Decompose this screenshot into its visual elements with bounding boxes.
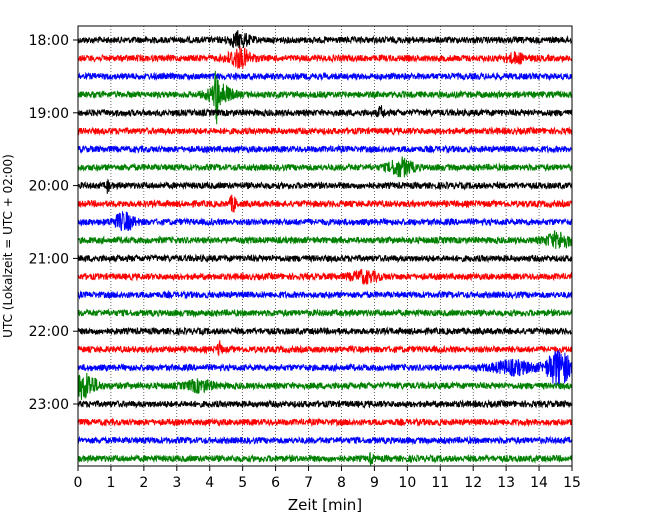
y-tick-label: 19:00: [29, 106, 69, 122]
trace-1930: [77, 144, 573, 155]
trace-2000: [77, 178, 573, 194]
x-tick-label: 1: [106, 475, 115, 491]
y-tick-label: 22:00: [29, 324, 69, 340]
x-tick-label: 13: [497, 475, 515, 491]
trace-2015: [77, 194, 573, 213]
y-axis-label: UTC (Lokalzeit = UTC + 02:00): [1, 154, 15, 338]
x-tick-label: 4: [205, 475, 214, 491]
trace-2130: [77, 289, 573, 300]
trace-1845: [77, 70, 573, 125]
x-tick-label: 2: [139, 475, 148, 491]
grid-lines: [110, 26, 540, 466]
x-tick-label: 10: [398, 475, 416, 491]
trace-2115: [77, 269, 573, 286]
trace-2100: [77, 253, 573, 264]
trace-2200: [77, 326, 572, 337]
x-tick-label: 6: [271, 475, 280, 491]
trace-1945: [77, 156, 573, 178]
y-tick-label: 21:00: [29, 251, 69, 267]
trace-2245: [77, 372, 573, 400]
y-axis-ticks: 18:00 19:00 20:00 21:00 22:00 23:00: [29, 33, 78, 413]
x-tick-label: 9: [370, 475, 379, 491]
trace-2030: [77, 211, 573, 232]
x-tick-label: 8: [337, 475, 346, 491]
plot-frame: [77, 25, 573, 467]
trace-1900: [77, 105, 573, 118]
trace-1800: [77, 30, 573, 50]
trace-2315: [77, 417, 573, 428]
trace-1915: [77, 126, 573, 137]
trace-2045: [77, 230, 573, 250]
x-tick-label: 11: [431, 475, 449, 491]
trace-1830: [77, 71, 573, 82]
y-tick-label: 23:00: [29, 397, 69, 413]
y-tick-label: 20:00: [29, 179, 69, 195]
trace-group: [77, 30, 573, 466]
trace-1815: [77, 46, 573, 70]
x-tick-label: 12: [464, 475, 482, 491]
trace-2330: [77, 435, 573, 446]
x-axis-label: Zeit [min]: [288, 496, 362, 514]
x-tick-label: 7: [304, 475, 313, 491]
x-tick-label: 0: [74, 475, 83, 491]
x-tick-label: 15: [563, 475, 581, 491]
y-tick-label: 18:00: [29, 33, 69, 49]
trace-2145: [77, 308, 573, 318]
trace-2345: [77, 452, 573, 466]
trace-2230: [77, 350, 573, 389]
trace-2300: [77, 399, 573, 410]
x-tick-label: 5: [238, 475, 247, 491]
x-tick-label: 3: [172, 475, 181, 491]
trace-2215: [77, 340, 573, 356]
x-axis-ticks: 0 1 2 3 4 5 6 7 8 9 10 11 12 13 14 15: [74, 466, 581, 491]
x-tick-label: 14: [530, 475, 548, 491]
